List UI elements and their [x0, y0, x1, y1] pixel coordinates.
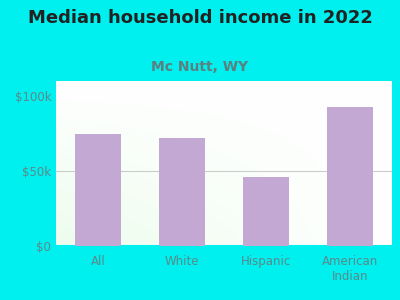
Text: Mc Nutt, WY: Mc Nutt, WY — [152, 60, 248, 74]
Bar — [75, 134, 121, 246]
Bar — [159, 138, 205, 246]
Bar — [243, 177, 289, 246]
Bar — [327, 106, 373, 246]
Text: Median household income in 2022: Median household income in 2022 — [28, 9, 372, 27]
